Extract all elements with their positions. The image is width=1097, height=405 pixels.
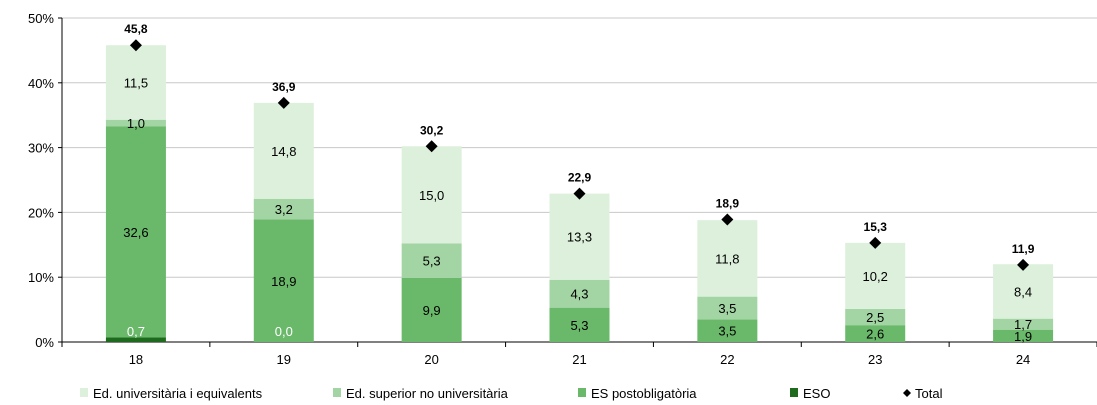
x-tick-label: 23 xyxy=(868,352,882,367)
data-label: 5,3 xyxy=(570,318,588,333)
data-label: 8,4 xyxy=(1014,284,1032,299)
bar-segment xyxy=(105,126,166,338)
bar-segment xyxy=(401,277,462,342)
legend-swatch xyxy=(80,388,88,397)
total-marker xyxy=(425,140,438,153)
total-label: 22,9 xyxy=(568,171,592,185)
x-tick-label: 19 xyxy=(277,352,291,367)
bar-segment xyxy=(697,296,758,320)
bar-segment xyxy=(105,119,166,127)
bar-segment xyxy=(105,337,166,342)
data-label: 18,9 xyxy=(271,274,296,289)
data-label: 4,3 xyxy=(570,287,588,302)
total-marker xyxy=(129,39,142,52)
data-label: 0,0 xyxy=(275,324,293,339)
bar-segment xyxy=(401,243,462,278)
data-label: 1,9 xyxy=(1014,329,1032,344)
x-tick-label: 20 xyxy=(424,352,438,367)
legend-label: ES postobligatòria xyxy=(591,386,697,401)
x-tick-label: 18 xyxy=(129,352,143,367)
total-marker xyxy=(573,187,586,200)
legend-marker-total xyxy=(903,389,911,397)
y-tick-label: 10% xyxy=(28,270,54,285)
y-tick-label: 50% xyxy=(28,11,54,26)
y-tick-label: 20% xyxy=(28,205,54,220)
total-label: 15,3 xyxy=(864,220,888,234)
y-tick-label: 30% xyxy=(28,141,54,156)
bar-segment xyxy=(845,242,906,309)
data-label: 1,7 xyxy=(1014,317,1032,332)
bar-segment xyxy=(253,198,314,220)
bar-segment xyxy=(697,220,758,297)
legend: Ed. universitària i equivalents Ed. super… xyxy=(80,386,943,401)
total-label: 11,9 xyxy=(1012,242,1035,256)
data-label: 1,0 xyxy=(127,116,145,131)
data-label: 11,5 xyxy=(124,75,148,90)
bar-segment xyxy=(253,219,314,342)
bar-segment xyxy=(993,264,1054,319)
bar-segment xyxy=(993,318,1054,330)
x-tick-label: 22 xyxy=(720,352,734,367)
bar-segment xyxy=(697,319,758,342)
total-label: 18,9 xyxy=(716,197,740,211)
data-labels: 0,7 32,6 1,0 11,5 0,0 18,9 3,2 14,8 9,9 5,3 15,0 5,… xyxy=(123,75,1032,343)
data-label: 5,3 xyxy=(423,254,441,269)
data-label: 11,8 xyxy=(715,251,739,266)
bar-segment xyxy=(253,102,314,199)
data-label: 14,8 xyxy=(271,144,296,159)
total-markers: 45,8 36,9 30,2 22,9 18,9 15,3 11,9 xyxy=(124,22,1035,271)
total-label: 36,9 xyxy=(272,80,296,94)
legend-swatch xyxy=(790,388,798,397)
bar-segment xyxy=(549,307,610,342)
total-label: 45,8 xyxy=(124,22,148,36)
total-marker xyxy=(721,213,734,226)
x-tick-label: 21 xyxy=(572,352,586,367)
bar-segment xyxy=(845,325,906,342)
total-label: 30,2 xyxy=(420,123,444,137)
data-label: 9,9 xyxy=(423,303,441,318)
bar-segment xyxy=(549,193,610,280)
bar-segment xyxy=(993,329,1054,342)
data-label: 13,3 xyxy=(567,230,592,245)
legend-label: ESO xyxy=(803,386,830,401)
legend-label: Ed. universitària i equivalents xyxy=(93,386,263,401)
bar-segment xyxy=(105,45,166,120)
data-label: 3,5 xyxy=(718,324,736,339)
bars xyxy=(105,45,1054,342)
data-label: 15,0 xyxy=(419,188,444,203)
total-marker xyxy=(1017,258,1030,271)
data-label: 3,2 xyxy=(275,202,293,217)
y-tick-label: 40% xyxy=(28,76,54,91)
data-label: 32,6 xyxy=(123,225,148,240)
total-marker xyxy=(277,96,290,109)
data-label: 0,7 xyxy=(127,324,145,339)
bar-segment xyxy=(549,279,610,308)
data-label: 3,5 xyxy=(718,301,736,316)
data-label: 2,5 xyxy=(866,310,884,325)
bar-segment xyxy=(401,146,462,244)
legend-swatch xyxy=(578,388,586,397)
legend-label: Total xyxy=(915,386,943,401)
total-marker xyxy=(869,236,882,249)
data-label: 2,6 xyxy=(866,327,884,342)
legend-swatch xyxy=(333,388,341,397)
legend-label: Ed. superior no universitària xyxy=(346,386,509,401)
bar-segment xyxy=(845,308,906,326)
axes: 0% 10% 20% 30% 40% 50% 18 19 20 21 22 23 24 xyxy=(28,11,1097,367)
data-label: 10,2 xyxy=(863,269,888,284)
y-tick-label: 0% xyxy=(35,335,54,350)
x-tick-label: 24 xyxy=(1016,352,1030,367)
